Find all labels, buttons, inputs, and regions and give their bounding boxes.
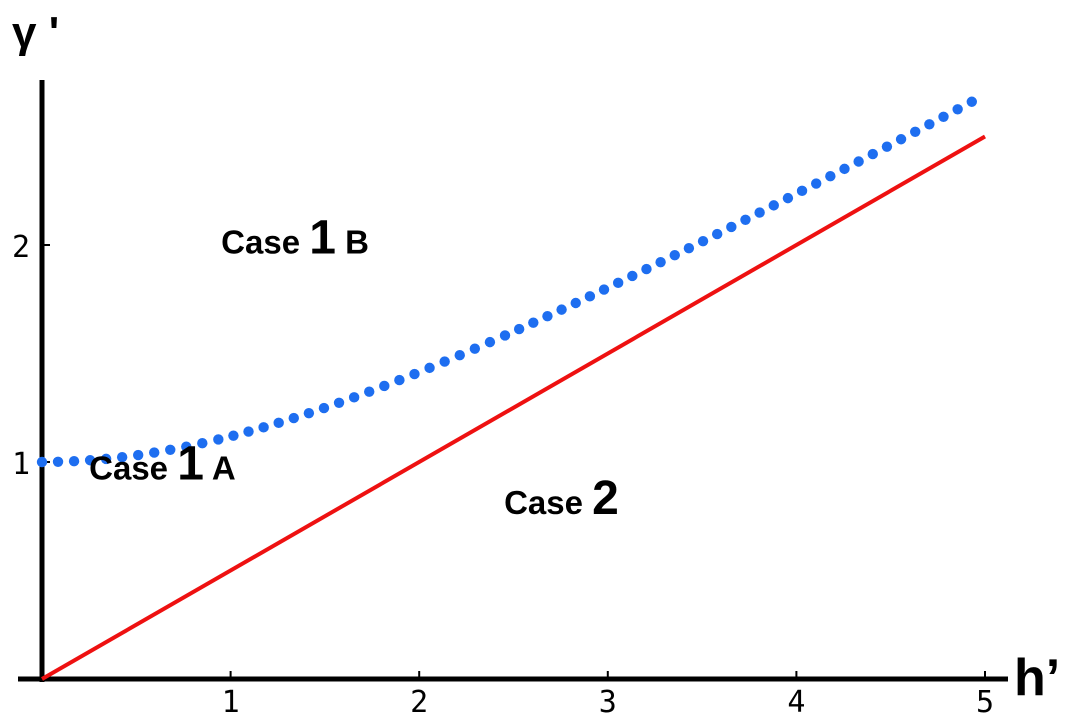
series-dot [409, 368, 420, 380]
series-dot [273, 417, 284, 429]
series-dot [711, 228, 723, 240]
region-label: Case 2 [504, 472, 619, 525]
series-dot [683, 243, 695, 254]
series-dot [439, 356, 450, 367]
series-dot [697, 235, 709, 247]
series-line-solid [41, 134, 986, 681]
x-tick-label: 5 [976, 685, 994, 719]
series-dot [655, 256, 666, 268]
series-dot [303, 407, 315, 419]
series-dot [197, 438, 208, 449]
x-tick-label: 4 [787, 685, 805, 719]
series-dot [364, 386, 375, 397]
series-dot [132, 449, 144, 461]
series-dot [740, 214, 751, 225]
series-dot [318, 402, 330, 414]
series-dot [149, 447, 160, 458]
series-dot [641, 263, 652, 275]
series-dot [627, 270, 638, 282]
series-dot [669, 250, 680, 261]
series-dot [100, 453, 112, 465]
series-dot [181, 441, 192, 452]
series-dot [966, 96, 977, 107]
series-dot [469, 343, 481, 354]
series-dot [348, 392, 360, 403]
series-dot [424, 362, 435, 374]
series-dot [839, 163, 850, 175]
series-dot [394, 374, 405, 386]
series-dot [782, 192, 794, 204]
series-dot [811, 178, 822, 189]
series-dot [513, 323, 525, 335]
series-dot [895, 134, 907, 145]
series-dot [726, 221, 737, 233]
series-dot [213, 434, 224, 445]
series-dot [584, 291, 596, 302]
x-tick-label: 3 [599, 685, 617, 719]
y-tick-label: 1 [12, 447, 30, 482]
region-label: Case 1 A [89, 437, 236, 490]
series-line-dotted [36, 96, 977, 468]
series-dot [796, 185, 808, 197]
series-dot [910, 126, 921, 137]
series-dot [570, 297, 581, 309]
series-dot [52, 456, 64, 468]
x-tick-label: 1 [222, 685, 240, 719]
series-dot [542, 310, 553, 322]
x-ticks: 1 2 3 4 5 [222, 671, 994, 719]
series-dot [228, 430, 239, 441]
series-dot [598, 284, 610, 295]
annotations: Case 1 B Case 1 A Case 2 [89, 212, 619, 525]
series-dot [825, 171, 836, 182]
series-dot [116, 451, 128, 463]
series-dot [612, 277, 624, 289]
series-dot [484, 336, 496, 348]
series-dot [36, 456, 48, 468]
x-tick-label: 2 [410, 685, 428, 719]
series-dot [952, 104, 963, 115]
series-dot [924, 119, 935, 130]
series-dot [333, 397, 345, 408]
region-label: Case 1 B [221, 212, 369, 265]
series-dot [556, 304, 567, 315]
series-dot [867, 148, 878, 160]
x-axis-title: h’ [1014, 649, 1060, 707]
y-axis-title: γ ' [12, 8, 59, 57]
series-dot [84, 455, 96, 466]
series-dot [243, 426, 254, 437]
series-dot [754, 207, 765, 218]
y-tick-label: 2 [12, 230, 30, 265]
series-dot [528, 317, 539, 328]
series-dot [853, 156, 864, 167]
series-dot [258, 422, 269, 433]
series-dot [379, 380, 390, 392]
y-ticks: 12 [12, 230, 50, 482]
series-dot [499, 330, 511, 341]
series-dot [288, 412, 299, 424]
series-dot [881, 141, 893, 152]
series-dot [165, 444, 176, 456]
series-dot [68, 456, 80, 467]
series-dot [454, 350, 465, 361]
series-dot [938, 111, 949, 123]
series-dot [768, 200, 779, 211]
